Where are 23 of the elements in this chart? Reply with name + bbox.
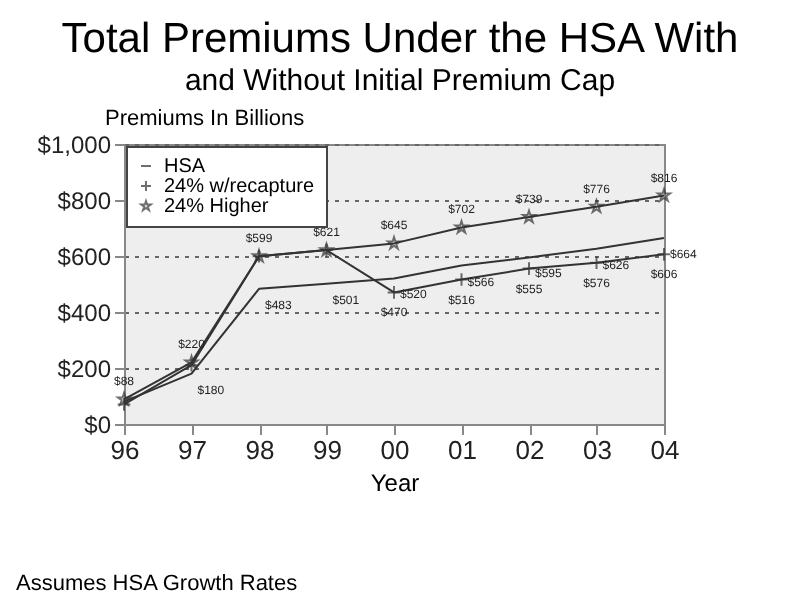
y-tick-label: $200 <box>57 355 112 383</box>
y-tick-label: $1,000 <box>37 131 112 159</box>
text: Assumes HSA Growth Rates <box>16 572 298 596</box>
chart-title: Total Premiums Under the HSA With <box>59 16 741 64</box>
y-tick-label: $800 <box>57 187 112 215</box>
y-tick-label: $600 <box>57 243 112 271</box>
y-tick-label: $0 <box>84 411 112 439</box>
x-tick-label: 99 <box>313 435 342 465</box>
legend-label: 24% Higher <box>164 196 270 218</box>
y-tick-label: $400 <box>57 299 112 327</box>
x-tick-label: 98 <box>245 435 275 465</box>
x-tick-label: 00 <box>380 435 410 465</box>
x-tick-label: 02 <box>515 435 545 465</box>
x-tick-label: 03 <box>583 435 612 465</box>
chart-subtitle: and Without Initial Premium Cap <box>182 64 618 100</box>
x-tick-label: 97 <box>178 435 207 465</box>
x-tick-label: 04 <box>650 435 680 465</box>
x-tick-label: 96 <box>110 435 140 465</box>
x-tick-label: 01 <box>448 435 477 465</box>
legend-label: HSA <box>164 156 206 178</box>
legend-label: 24% w/recapture <box>164 176 315 198</box>
x-axis-title: Year <box>370 469 420 497</box>
y-axis-title: Premiums In Billions <box>105 107 306 131</box>
